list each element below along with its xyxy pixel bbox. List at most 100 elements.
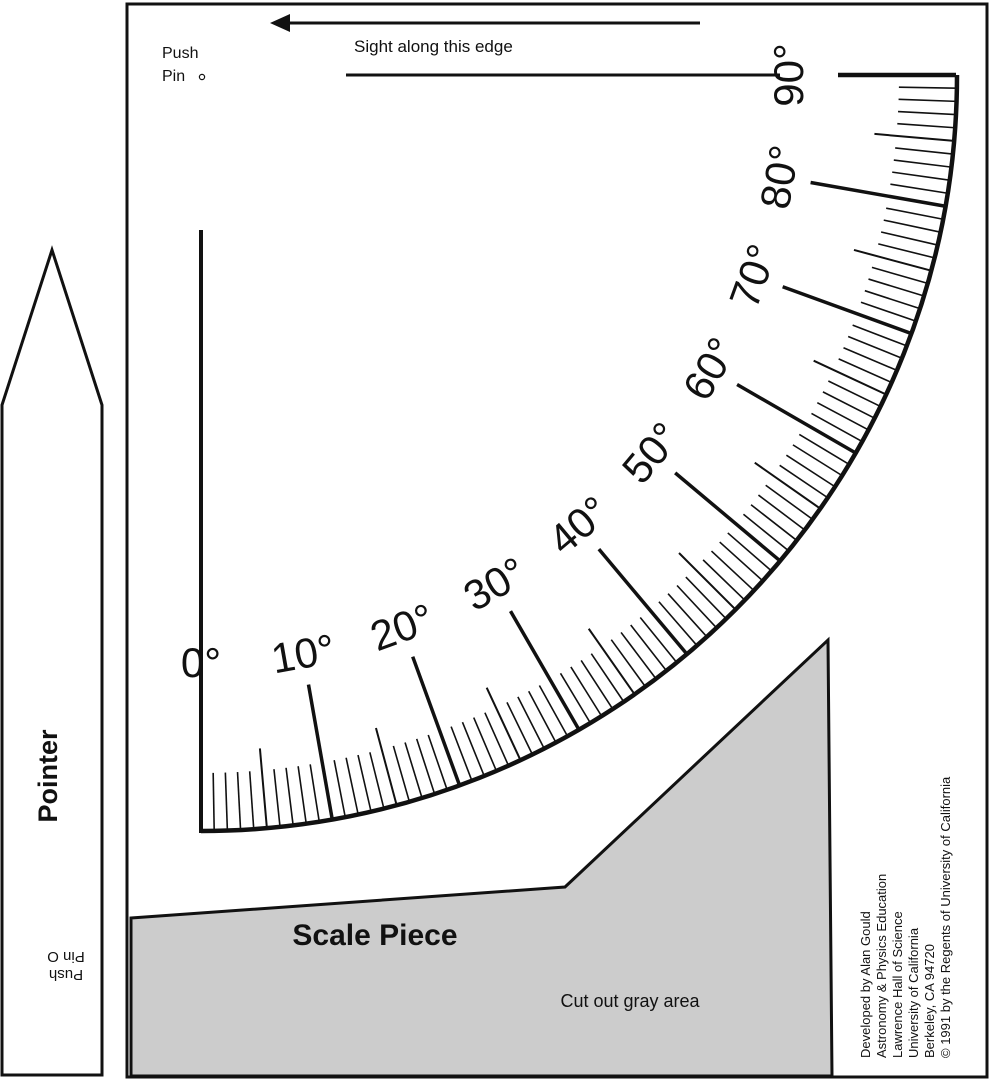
minor-tick-29 <box>539 685 567 736</box>
minor-tick-51 <box>743 514 788 551</box>
minor-tick-46 <box>703 560 745 600</box>
major-tick-40 <box>599 549 687 654</box>
mid-tick-45 <box>679 553 736 610</box>
degree-label-10: 10° <box>268 625 339 682</box>
minor-tick-6 <box>274 769 280 827</box>
mid-tick-65 <box>814 361 887 395</box>
degree-label-50: 50° <box>613 413 690 492</box>
minor-tick-7 <box>286 768 293 826</box>
major-tick-10 <box>308 685 332 820</box>
minor-tick-63 <box>823 392 875 418</box>
minor-tick-26 <box>507 702 532 754</box>
scale-piece-title: Scale Piece <box>292 919 457 952</box>
minor-tick-64 <box>828 381 880 406</box>
minor-tick-12 <box>346 758 358 815</box>
minor-tick-38 <box>631 625 667 671</box>
minor-tick-3 <box>238 772 241 830</box>
mid-tick-85 <box>874 134 954 141</box>
minor-tick-44 <box>686 577 726 619</box>
minor-tick-37 <box>621 632 656 678</box>
degree-label-0: 0° <box>181 639 221 686</box>
minor-tick-61 <box>811 413 862 441</box>
pointer-pushpin-line1: Push <box>49 966 83 983</box>
minor-tick-39 <box>640 617 677 662</box>
pointer-pushpin-line2: Pin O <box>47 948 85 965</box>
mid-tick-25 <box>487 688 521 761</box>
minor-tick-78 <box>884 220 941 232</box>
minor-tick-73 <box>869 279 924 296</box>
minor-tick-11 <box>334 760 345 817</box>
pushpin-label-line1: Push <box>162 45 198 62</box>
minor-tick-58 <box>793 445 842 476</box>
minor-tick-83 <box>894 160 952 167</box>
minor-tick-28 <box>529 691 556 742</box>
minor-tick-79 <box>886 208 943 219</box>
pushpin-hole-marker <box>199 74 204 79</box>
credit-line-0: Developed by Alan Gould <box>858 911 873 1058</box>
minor-tick-74 <box>872 267 928 283</box>
minor-tick-24 <box>485 713 509 766</box>
minor-tick-8 <box>298 766 306 823</box>
minor-tick-87 <box>898 112 956 115</box>
minor-tick-34 <box>591 654 623 702</box>
protractor-scale: 0° 10° 20°30°40°50°60° 70° 80° 90° <box>181 43 957 831</box>
minor-tick-57 <box>786 455 835 487</box>
scale-labels: 0° 10° 20°30°40°50°60° 70° 80° 90° <box>181 43 812 686</box>
credit-line-1: Astronomy & Physics Education <box>874 874 889 1058</box>
minor-tick-2 <box>225 773 227 831</box>
pointer-pushpin-label: Push Pin O <box>47 948 85 983</box>
minor-tick-47 <box>711 551 753 591</box>
minor-tick-54 <box>766 485 813 519</box>
minor-tick-81 <box>890 184 947 193</box>
minor-tick-9 <box>310 764 319 821</box>
minor-tick-22 <box>462 722 484 776</box>
minor-tick-16 <box>393 746 409 802</box>
pushpin-label-line2: Pin <box>162 68 185 85</box>
minor-tick-32 <box>571 667 602 716</box>
minor-tick-13 <box>358 755 371 812</box>
gray-cutout-area <box>131 640 832 1076</box>
minor-tick-84 <box>895 148 953 154</box>
major-tick-20 <box>413 657 460 786</box>
credit-line-4: Berkeley, CA 94720 <box>922 944 937 1058</box>
minor-tick-77 <box>881 232 938 245</box>
minor-tick-86 <box>897 124 955 128</box>
minor-tick-33 <box>581 660 613 709</box>
minor-tick-76 <box>878 244 934 258</box>
minor-tick-42 <box>668 594 707 637</box>
major-tick-50 <box>675 473 780 561</box>
minor-tick-23 <box>474 718 497 771</box>
major-tick-80 <box>811 182 946 206</box>
degree-label-90: 90° <box>765 43 812 107</box>
degree-label-80: 80° <box>751 142 808 213</box>
mid-tick-5 <box>260 748 267 828</box>
credit-line-5: © 1991 by the Regents of University of C… <box>938 776 953 1058</box>
sight-label: Sight along this edge <box>354 37 513 56</box>
degree-label-20: 20° <box>364 594 440 660</box>
scale-ticks <box>201 87 957 831</box>
minor-tick-66 <box>839 359 892 383</box>
credit-line-2: Lawrence Hall of Science <box>890 911 905 1058</box>
credit-line-3: University of California <box>906 927 921 1058</box>
minor-tick-17 <box>405 743 422 798</box>
sight-arrow <box>270 14 700 32</box>
major-tick-30 <box>511 611 580 730</box>
minor-tick-53 <box>758 495 804 530</box>
minor-tick-41 <box>659 602 697 646</box>
minor-tick-36 <box>611 640 645 687</box>
degree-label-30: 30° <box>456 548 535 620</box>
minor-tick-68 <box>848 336 902 358</box>
minor-tick-59 <box>799 434 849 464</box>
minor-tick-49 <box>728 533 772 571</box>
mid-tick-75 <box>854 250 931 271</box>
degree-label-40: 40° <box>539 487 618 564</box>
minor-tick-31 <box>560 673 590 723</box>
major-tick-60 <box>737 385 856 454</box>
minor-tick-52 <box>751 505 797 541</box>
cut-out-label: Cut out gray area <box>560 991 700 1011</box>
minor-tick-62 <box>817 403 868 430</box>
pointer-label: Pointer <box>33 729 63 823</box>
pointer-piece: Pointer Push Pin O <box>2 250 102 1075</box>
minor-tick-67 <box>844 348 897 371</box>
